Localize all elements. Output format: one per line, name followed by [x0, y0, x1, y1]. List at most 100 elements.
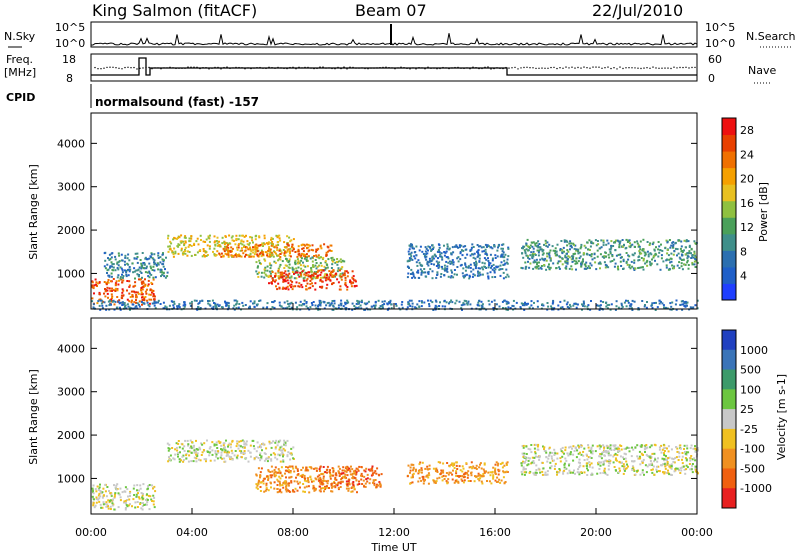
echo-cell	[461, 470, 464, 473]
echo-cell	[598, 455, 601, 458]
echo-cell	[318, 470, 321, 472]
echo-cell	[554, 247, 557, 250]
echo-cell	[263, 271, 266, 274]
echo-cell	[422, 271, 425, 274]
echo-cell	[672, 460, 675, 463]
echo-cell	[502, 470, 505, 473]
power-colorbar-tick: 16	[740, 197, 754, 210]
echo-cell	[420, 469, 423, 472]
echo-cell	[196, 237, 199, 240]
nave-point	[313, 67, 315, 70]
echo-cell	[135, 295, 138, 298]
echo-cell	[559, 248, 562, 250]
echo-cell	[107, 274, 110, 277]
echo-cell	[225, 454, 228, 457]
echo-cell	[223, 243, 226, 246]
echo-cell	[652, 465, 655, 468]
echo-cell	[341, 272, 344, 275]
echo-cell	[159, 261, 162, 264]
echo-cell	[286, 489, 289, 492]
echo-cell	[559, 300, 562, 303]
echo-cell	[641, 300, 644, 302]
echo-cell	[292, 238, 295, 241]
echo-cell	[511, 304, 514, 307]
echo-cell	[671, 457, 674, 460]
echo-cell	[193, 456, 196, 459]
echo-cell	[642, 249, 645, 252]
echo-cell	[438, 265, 441, 268]
echo-cell	[231, 235, 234, 238]
nave-point	[457, 66, 459, 69]
echo-cell	[302, 490, 305, 493]
echo-cell	[278, 237, 281, 240]
echo-cell	[631, 243, 634, 246]
echo-cell	[284, 449, 287, 452]
echo-cell	[325, 287, 328, 290]
echo-cell	[119, 301, 122, 304]
echo-cell	[300, 275, 303, 278]
echo-cell	[462, 476, 465, 479]
echo-cell	[446, 265, 449, 268]
echo-cell	[266, 265, 269, 268]
echo-cell	[638, 455, 641, 458]
echo-cell	[469, 275, 471, 278]
echo-cell	[469, 266, 472, 269]
echo-cell	[525, 242, 528, 245]
echo-cell	[271, 277, 274, 280]
echo-cell	[278, 448, 281, 451]
echo-cell	[582, 304, 584, 307]
echo-cell	[585, 464, 588, 467]
echo-cell	[483, 257, 486, 260]
echo-cell	[608, 446, 611, 449]
echo-cell	[287, 288, 290, 291]
echo-cell	[288, 254, 291, 257]
echo-cell	[358, 465, 361, 468]
echo-cell	[603, 450, 606, 452]
echo-cell	[587, 456, 590, 459]
echo-cell	[631, 460, 633, 463]
echo-cell	[666, 252, 669, 255]
echo-cell	[441, 305, 444, 308]
echo-cell	[417, 480, 420, 483]
echo-cell	[506, 301, 509, 304]
echo-cell	[257, 467, 260, 470]
echo-cell	[318, 489, 321, 492]
echo-cell	[240, 247, 243, 250]
echo-cell	[542, 445, 544, 448]
echo-cell	[324, 261, 327, 264]
echo-cell	[364, 482, 367, 485]
echo-cell	[418, 249, 421, 252]
echo-cell	[110, 275, 113, 278]
echo-cell	[270, 236, 273, 239]
echo-cell	[218, 442, 221, 444]
echo-cell	[133, 494, 136, 496]
echo-cell	[357, 302, 360, 305]
echo-cell	[521, 473, 524, 476]
power-colorbar-tick: 12	[740, 221, 754, 234]
echo-cell	[151, 269, 154, 271]
echo-cell	[255, 483, 258, 486]
freq-line	[91, 57, 697, 76]
echo-cell	[317, 304, 320, 307]
echo-cell	[277, 244, 280, 246]
echo-cell	[283, 252, 286, 255]
echo-cell	[409, 482, 412, 485]
echo-cell	[640, 460, 643, 463]
echo-cell	[580, 265, 583, 268]
echo-cell	[310, 270, 313, 273]
echo-region-2	[167, 234, 295, 258]
echo-cell	[301, 286, 304, 289]
echo-cell	[316, 265, 319, 268]
echo-cell	[148, 257, 151, 260]
echo-cell	[449, 276, 452, 279]
echo-cell	[202, 250, 205, 253]
nave-point	[304, 66, 306, 69]
echo-cell	[300, 273, 302, 276]
echo-cell	[492, 466, 495, 469]
echo-cell	[435, 265, 438, 267]
echo-cell	[626, 463, 628, 466]
echo-cell	[666, 258, 668, 261]
nave-point	[694, 66, 696, 69]
echo-cell	[619, 260, 622, 263]
nave-point	[193, 66, 195, 68]
